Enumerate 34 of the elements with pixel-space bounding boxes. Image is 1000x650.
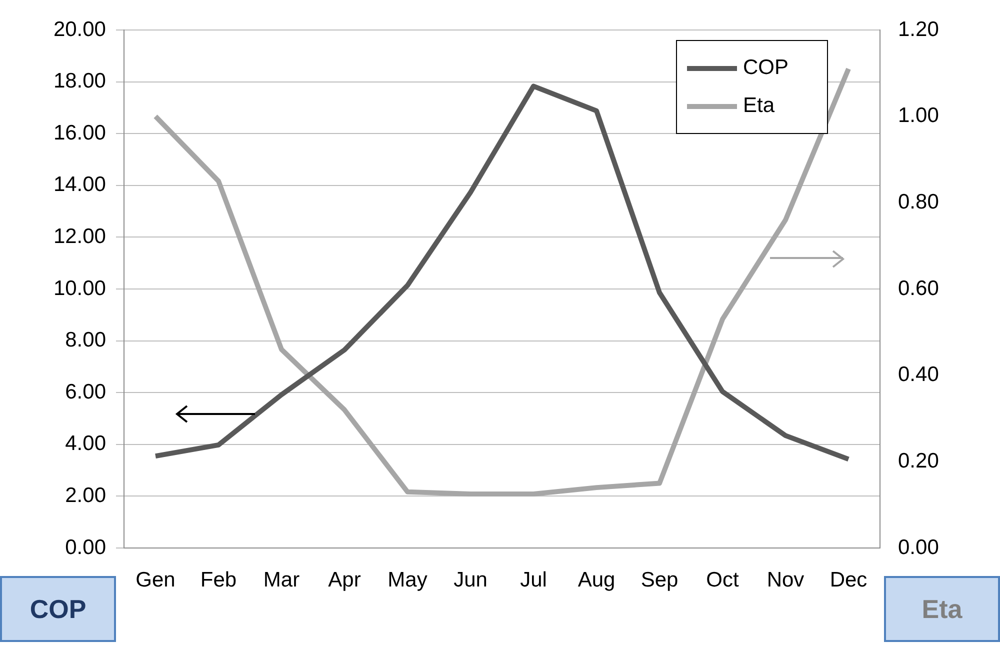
- y2-tick-label: 0.00: [898, 536, 939, 559]
- y-tick-label: 2.00: [65, 484, 106, 507]
- x-tick-label: Sep: [640, 568, 678, 592]
- x-tick-label: Apr: [328, 568, 361, 592]
- y-tick-label: 20.00: [53, 18, 106, 41]
- y-tick-label: 6.00: [65, 380, 106, 404]
- x-tick-label: Jun: [454, 568, 488, 592]
- y2-tick-label: 0.40: [898, 363, 939, 386]
- legend-label: COP: [743, 56, 789, 80]
- y-tick-label: 0.00: [65, 536, 106, 559]
- y-tick-label: 14.00: [53, 173, 106, 196]
- x-tick-label: Aug: [578, 568, 616, 592]
- x-tick-label: Dec: [830, 568, 868, 592]
- y2-tick-label: 0.20: [898, 449, 939, 472]
- x-tick-label: Mar: [263, 568, 300, 592]
- x-tick-label: Gen: [136, 568, 176, 592]
- y2-tick-label: 0.80: [898, 190, 939, 214]
- y2-tick-label: 1.00: [898, 104, 939, 128]
- legend-label: Eta: [743, 94, 775, 118]
- x-tick-label: Feb: [200, 568, 237, 592]
- y2-tick-label: 0.60: [898, 276, 939, 300]
- y-tick-label: 8.00: [65, 328, 106, 352]
- y2-tick-label: 1.20: [898, 18, 939, 41]
- x-tick-label: Nov: [766, 568, 805, 592]
- x-tick-label: Jul: [520, 568, 547, 592]
- y-tick-label: 12.00: [53, 224, 106, 248]
- y-tick-label: 18.00: [53, 70, 106, 93]
- y-tick-label: 16.00: [53, 121, 106, 144]
- x-tick-label: Oct: [706, 568, 739, 592]
- y-axis-title: COP: [0, 576, 116, 642]
- y-tick-label: 4.00: [65, 432, 106, 456]
- x-tick-label: May: [388, 568, 428, 592]
- y-tick-label: 10.00: [53, 276, 106, 300]
- y2-axis-title: Eta: [884, 576, 1000, 642]
